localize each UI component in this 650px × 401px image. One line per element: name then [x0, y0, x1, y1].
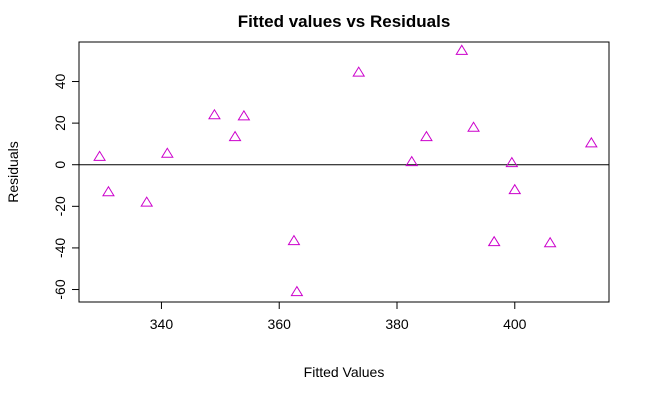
data-point [208, 108, 221, 120]
x-axis-label: Fitted Values [304, 364, 385, 380]
data-point [237, 109, 251, 121]
y-axis: -60 -40 -20 0 20 40 [52, 74, 80, 300]
x-tick-label: 400 [503, 316, 527, 332]
y-tick-label: 20 [52, 115, 68, 131]
data-point [487, 235, 501, 247]
data-point [508, 183, 522, 195]
data-point [228, 130, 242, 142]
y-tick-label: -40 [52, 238, 68, 258]
x-axis: 340 360 380 400 [150, 301, 527, 332]
x-tick-label: 360 [268, 316, 292, 332]
data-point [467, 121, 480, 132]
y-axis-label: Residuals [5, 141, 21, 202]
data-point [287, 234, 301, 246]
x-tick-label: 340 [150, 316, 174, 332]
data-point [160, 147, 174, 158]
y-tick-label: -20 [52, 196, 68, 216]
data-point [420, 130, 433, 142]
data-point [102, 185, 115, 197]
data-point [352, 66, 366, 77]
data-point [455, 44, 469, 55]
data-point [405, 155, 419, 167]
data-points [93, 44, 598, 297]
data-point [543, 236, 557, 248]
data-point [290, 285, 304, 297]
data-point [505, 156, 519, 168]
data-point [140, 196, 154, 207]
y-tick-label: -60 [52, 279, 68, 299]
data-point [93, 150, 107, 161]
plot-frame [78, 41, 610, 303]
data-point [584, 136, 598, 148]
chart-title: Fitted values vs Residuals [238, 12, 451, 31]
x-tick-label: 380 [385, 316, 409, 332]
y-tick-label: 0 [52, 161, 68, 169]
y-tick-label: 40 [52, 74, 68, 90]
